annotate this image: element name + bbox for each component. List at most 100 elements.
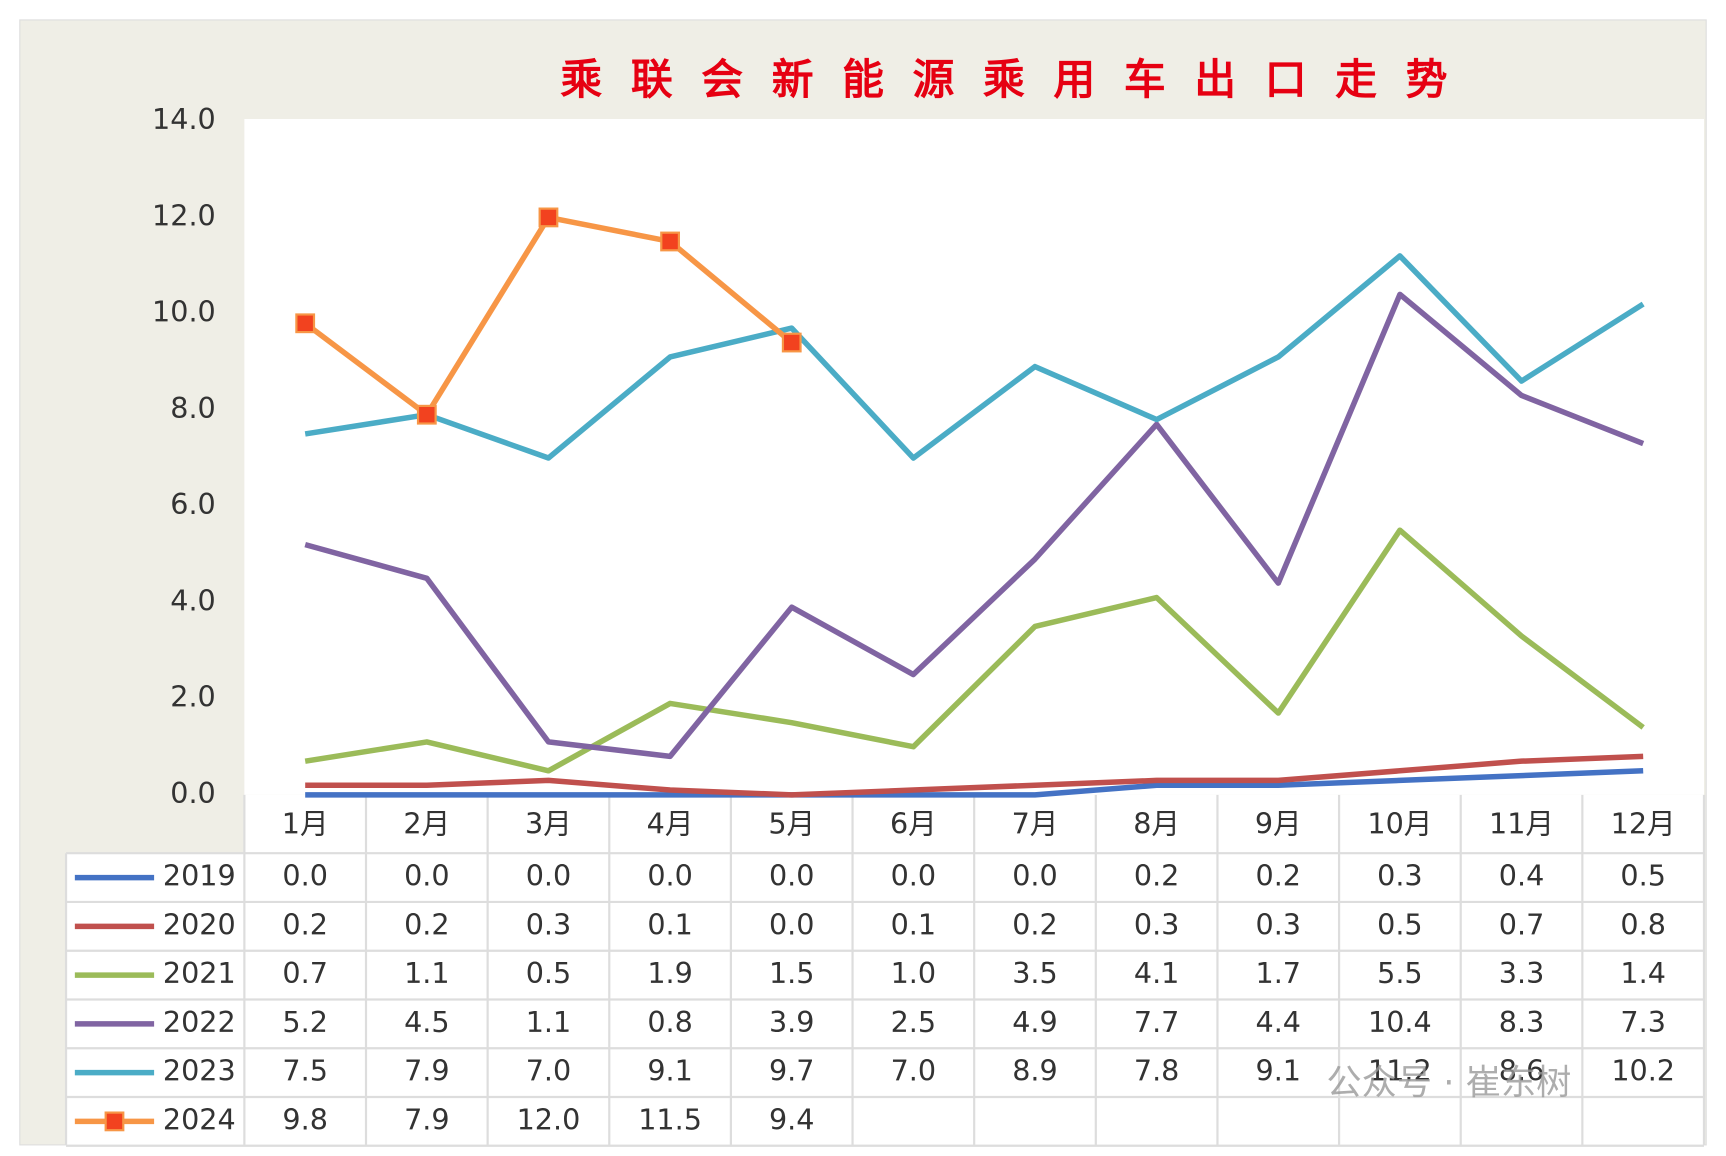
table-value: 0.0 [647, 859, 693, 893]
y-tick-label: 8.0 [170, 391, 216, 425]
table-value: 0.0 [891, 859, 937, 893]
table-value: 0.0 [404, 859, 449, 893]
table-value: 1.7 [1256, 956, 1302, 990]
table-value: 0.2 [404, 907, 449, 941]
series-marker [781, 332, 802, 353]
x-tick-label: 9月 [1255, 807, 1302, 841]
table-value: 0.2 [282, 907, 328, 941]
x-tick-label: 8月 [1133, 807, 1180, 841]
legend-label: 2021 [163, 956, 236, 990]
table-value: 9.8 [282, 1102, 328, 1136]
table-value: 0.8 [647, 1005, 693, 1039]
table-value: 0.0 [769, 859, 815, 893]
table-value: 0.5 [526, 956, 572, 990]
table-value: 0.0 [1012, 859, 1058, 893]
y-tick-label: 2.0 [170, 680, 216, 714]
table-value: 7.3 [1620, 1005, 1666, 1039]
table-value: 1.0 [891, 956, 937, 990]
x-tick-label: 7月 [1012, 807, 1059, 841]
table-value: 8.3 [1499, 1005, 1544, 1039]
x-tick-label: 3月 [525, 807, 572, 841]
table-value: 0.0 [526, 859, 572, 893]
table-value: 0.0 [282, 859, 328, 893]
table-value: 4.9 [1012, 1005, 1058, 1039]
table-value: 0.7 [1499, 907, 1544, 941]
table-value: 0.1 [647, 907, 693, 941]
chart-title: 乘联会新能源乘用车出口走势 [560, 55, 1476, 104]
table-value: 0.2 [1134, 859, 1179, 893]
table-value: 1.1 [526, 1005, 572, 1039]
series-line [305, 753, 1644, 798]
table-value: 8.6 [1499, 1054, 1544, 1088]
table-value: 0.2 [1256, 859, 1302, 893]
table-value: 0.2 [1012, 907, 1058, 941]
table-value: 3.9 [769, 1005, 815, 1039]
table-value: 0.3 [1377, 859, 1423, 893]
x-tick-label: 1月 [282, 807, 329, 841]
table-value: 11.2 [1368, 1054, 1432, 1088]
legend-label: 2022 [163, 1005, 236, 1039]
series-line [304, 527, 1645, 774]
table-value: 12.0 [517, 1102, 581, 1136]
table-value: 9.4 [769, 1102, 815, 1136]
series-marker [660, 231, 680, 252]
table-value: 3.3 [1499, 956, 1544, 990]
table-value: 7.8 [1134, 1054, 1179, 1088]
x-tick-label: 12月 [1611, 807, 1676, 841]
table-value: 0.3 [1134, 907, 1179, 941]
table-value: 4.5 [404, 1005, 449, 1039]
table-value: 1.5 [769, 956, 815, 990]
table-value: 0.5 [1620, 859, 1666, 893]
table-value: 7.7 [1134, 1005, 1179, 1039]
x-tick-label: 6月 [890, 807, 937, 841]
table-value: 1.4 [1620, 956, 1666, 990]
table-value: 7.5 [282, 1054, 328, 1088]
series-marker [416, 404, 437, 425]
y-tick-label: 0.0 [170, 776, 216, 810]
series-line [305, 768, 1644, 798]
legend-label: 2019 [163, 859, 236, 893]
x-tick-label: 2月 [403, 807, 450, 841]
legend-label: 2024 [163, 1102, 236, 1136]
table-value: 4.1 [1134, 956, 1179, 990]
series-marker [538, 207, 559, 228]
x-tick-label: 5月 [768, 807, 815, 841]
y-tick-label: 4.0 [170, 583, 216, 617]
table-value: 0.7 [282, 956, 328, 990]
table-value: 9.7 [769, 1054, 815, 1088]
table-value: 2.5 [891, 1005, 937, 1039]
x-tick-label: 10月 [1367, 807, 1432, 841]
series-marker [295, 313, 316, 334]
table-value: 9.1 [647, 1054, 693, 1088]
table-value: 4.4 [1256, 1005, 1302, 1039]
legend-marker [104, 1111, 125, 1132]
table-value: 10.2 [1611, 1054, 1675, 1088]
table-value: 0.0 [769, 907, 815, 941]
y-tick-label: 14.0 [152, 102, 216, 136]
watermark: 公众号 · 崔东树 [1326, 1062, 1571, 1103]
legend-label: 2020 [163, 907, 236, 941]
table-value: 0.4 [1499, 859, 1544, 893]
table-value: 7.9 [404, 1054, 449, 1088]
y-tick-label: 10.0 [152, 295, 216, 329]
table-value: 3.5 [1012, 956, 1058, 990]
x-tick-label: 11月 [1489, 807, 1554, 841]
series-line [304, 291, 1645, 760]
table-value: 7.0 [891, 1054, 937, 1088]
table-value: 0.8 [1620, 907, 1666, 941]
table-value: 9.1 [1256, 1054, 1302, 1088]
table-value: 0.1 [891, 907, 937, 941]
table-value: 5.2 [282, 1005, 328, 1039]
table-value: 11.5 [638, 1102, 702, 1136]
x-tick-label: 4月 [647, 807, 694, 841]
table-value: 10.4 [1368, 1005, 1432, 1039]
table-value: 0.5 [1377, 907, 1423, 941]
legend-label: 2023 [163, 1054, 236, 1088]
series-line [304, 253, 1645, 461]
table-value: 8.9 [1012, 1054, 1058, 1088]
plot-area [244, 118, 1704, 795]
table-value: 7.9 [404, 1102, 449, 1136]
table-value: 7.0 [526, 1054, 572, 1088]
y-tick-label: 12.0 [152, 198, 216, 232]
